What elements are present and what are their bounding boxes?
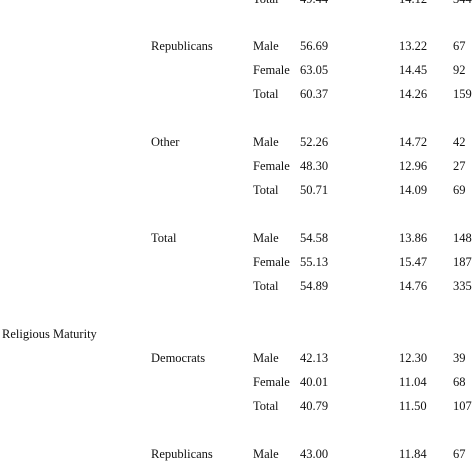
- n-value: 67: [453, 447, 466, 461]
- n-value: 42: [453, 135, 466, 149]
- n-value: 69: [453, 183, 466, 197]
- sd-value: 14.12: [399, 0, 427, 6]
- sd-value: 11.04: [399, 375, 427, 389]
- n-value: 187: [453, 255, 472, 269]
- n-value: 344: [453, 0, 472, 6]
- sd-value: 14.09: [399, 183, 428, 197]
- mean-value: 48.30: [300, 159, 329, 173]
- n-value: 39: [453, 351, 466, 365]
- mean-value: 56.69: [300, 39, 329, 53]
- party-label: Democrats: [151, 351, 206, 365]
- gender-label: Male: [253, 135, 279, 149]
- n-value: 67: [453, 39, 466, 53]
- sd-value: 13.86: [399, 231, 428, 245]
- gender-label: Male: [253, 39, 279, 53]
- gender-label: Male: [253, 447, 279, 461]
- mean-value: 60.37: [300, 87, 329, 101]
- sd-value: 15.47: [399, 255, 428, 269]
- party-label: Republicans: [151, 39, 213, 53]
- party-label: Republicans: [151, 447, 213, 461]
- sd-value: 14.72: [399, 135, 428, 149]
- n-value: 148: [453, 231, 472, 245]
- n-value: 27: [453, 159, 466, 173]
- mean-value: 52.26: [300, 135, 329, 149]
- sd-value: 11.84: [399, 447, 427, 461]
- n-value: 159: [453, 87, 472, 101]
- sd-value: 14.76: [399, 279, 428, 293]
- mean-value: 43.00: [300, 447, 329, 461]
- mean-value: 54.89: [300, 279, 329, 293]
- gender-label: Female: [253, 375, 290, 389]
- gender-label: Total: [253, 0, 279, 6]
- gender-label: Total: [253, 279, 279, 293]
- n-value: 335: [453, 279, 472, 293]
- sd-value: 14.45: [399, 63, 428, 77]
- gender-label: Female: [253, 159, 290, 173]
- n-value: 92: [453, 63, 466, 77]
- gender-label: Total: [253, 399, 279, 413]
- dependent-variable-label: Religious Maturity: [2, 327, 97, 341]
- sd-value: 11.50: [399, 399, 427, 413]
- gender-label: Female: [253, 63, 290, 77]
- sd-value: 13.22: [399, 39, 428, 53]
- mean-value: 54.58: [300, 231, 329, 245]
- mean-value: 49.44: [300, 0, 328, 6]
- n-value: 107: [453, 399, 472, 413]
- sd-value: 14.26: [399, 87, 428, 101]
- mean-value: 42.13: [300, 351, 329, 365]
- gender-label: Male: [253, 231, 279, 245]
- gender-label: Female: [253, 255, 290, 269]
- sd-value: 12.30: [399, 351, 428, 365]
- sd-value: 12.96: [399, 159, 428, 173]
- gender-label: Total: [253, 87, 279, 101]
- mean-value: 55.13: [300, 255, 329, 269]
- gender-label: Male: [253, 351, 279, 365]
- mean-value: 63.05: [300, 63, 329, 77]
- party-label: Total: [151, 231, 177, 245]
- party-label: Other: [151, 135, 180, 149]
- mean-value: 50.71: [300, 183, 329, 197]
- mean-value: 40.01: [300, 375, 329, 389]
- gender-label: Total: [253, 183, 279, 197]
- n-value: 68: [453, 375, 466, 389]
- mean-value: 40.79: [300, 399, 329, 413]
